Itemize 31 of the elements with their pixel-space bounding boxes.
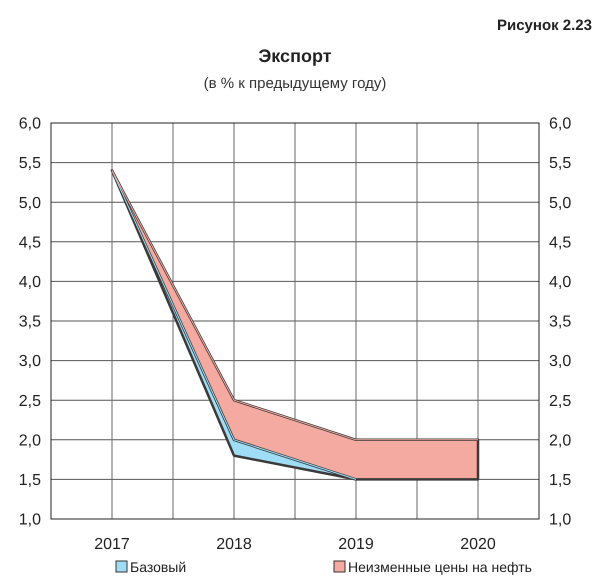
- y2-tick-label: 3,5: [549, 314, 572, 331]
- y-tick-label: 1,5: [18, 472, 42, 489]
- legend-label: Неизменные цены на нефть: [348, 559, 532, 575]
- x-tick-label: 2017: [94, 536, 130, 553]
- chart-subtitle: (в % к предыдущему году): [204, 75, 386, 92]
- y2-tick-label: 4,0: [549, 274, 572, 291]
- x-tick-label: 2019: [338, 536, 374, 553]
- y-tick-label: 6,0: [18, 116, 42, 133]
- y2-tick-label: 4,5: [549, 234, 572, 252]
- y-tick-label: 5,0: [18, 194, 42, 212]
- chart-title: Экспорт: [258, 46, 332, 66]
- y2-tick-label: 2,0: [549, 432, 572, 450]
- y-tick-label: 4,5: [18, 234, 42, 252]
- y2-tick-label: 6,0: [549, 116, 572, 133]
- y-tick-label: 4,0: [18, 274, 42, 291]
- y2-tick-label: 1,5: [549, 472, 572, 489]
- y-tick-label: 2,5: [18, 392, 42, 410]
- y2-tick-label: 5,0: [549, 194, 572, 212]
- y2-tick-label: 1,0: [549, 512, 572, 529]
- y-tick-label: 5,5: [18, 155, 42, 172]
- y-tick-label: 3,0: [18, 353, 42, 370]
- y2-tick-label: 5,5: [549, 155, 572, 172]
- y-tick-label: 1,0: [18, 512, 42, 529]
- y-tick-label: 2,0: [18, 432, 42, 450]
- y-tick-label: 3,5: [18, 314, 42, 331]
- text: Рисунок 2.23: [496, 17, 592, 34]
- x-tick-label: 2018: [216, 536, 252, 553]
- y2-tick-label: 3,0: [549, 353, 572, 370]
- y2-tick-label: 2,5: [549, 392, 572, 410]
- x-tick-label: 2020: [460, 536, 496, 553]
- legend-label: Базовый: [130, 559, 186, 575]
